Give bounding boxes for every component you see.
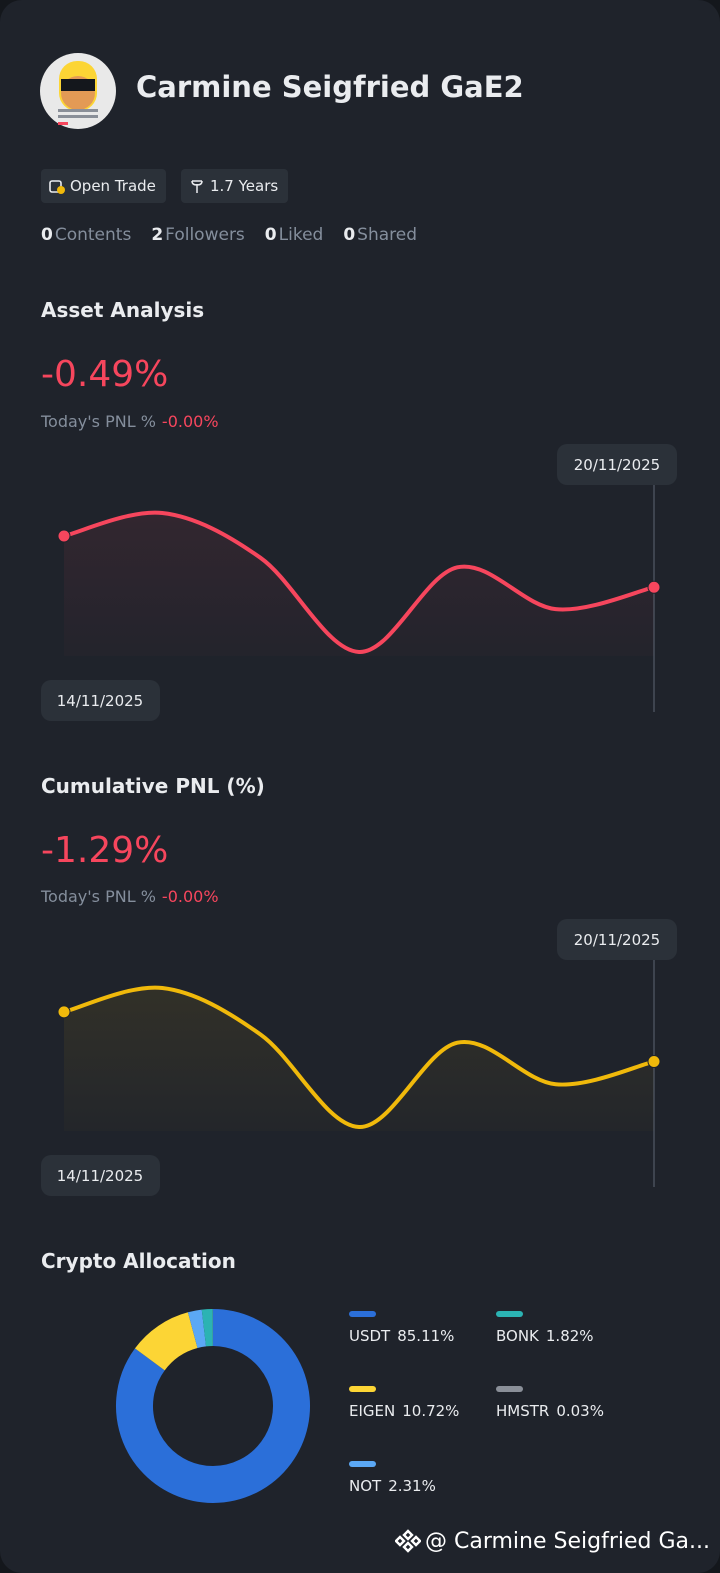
tag[interactable]: Open Trade — [41, 169, 166, 203]
date-pill — [41, 1155, 160, 1196]
donut-segment — [134, 1312, 199, 1371]
legend-label: EIGEN — [349, 1402, 395, 1420]
tag-text: Open Trade — [70, 177, 156, 195]
date-label: 14/11/2025 — [57, 692, 143, 710]
date-pill — [557, 444, 677, 485]
donut-segment — [187, 1309, 207, 1349]
line-chart: 20/11/2025 14/11/2025 — [41, 919, 677, 1196]
stat-count: 2 — [151, 225, 164, 245]
line-area — [64, 987, 654, 1131]
section-title: Asset Analysis — [41, 298, 205, 322]
date-pill — [557, 919, 677, 960]
legend-label: HMSTR — [496, 1402, 549, 1420]
date-label: 14/11/2025 — [57, 1167, 143, 1185]
donut-chart: USDT 85.11% EIGEN 10.72% NOT 2.31% BONK 1.82% HM… — [116, 1308, 604, 1503]
legend-value: 85.11% — [397, 1327, 454, 1345]
legend-label: USDT — [349, 1327, 391, 1345]
logo — [395, 1529, 421, 1553]
watermark: @ Carmine Seigfried Ga... — [395, 1528, 710, 1554]
line-chart: 20/11/2025 14/11/2025 — [41, 444, 677, 721]
legend-swatch — [349, 1386, 376, 1392]
user-name: Carmine Seigfried GaE2 — [136, 70, 524, 104]
donut-segment — [201, 1309, 214, 1347]
today-value: -0.00% — [161, 412, 219, 431]
donut-segment — [116, 1309, 310, 1503]
stat-label: Followers — [165, 225, 245, 245]
legend-swatch — [349, 1311, 376, 1317]
stat-label: Shared — [357, 225, 418, 245]
point — [647, 580, 661, 594]
legend-value: 0.03% — [556, 1402, 604, 1420]
today-pnl: Today's PNL % -0.00% — [41, 887, 219, 906]
legend-swatch — [349, 1461, 376, 1467]
stat-count: 0 — [343, 225, 356, 245]
legend-value: 1.82% — [546, 1327, 594, 1345]
stat-count: 0 — [41, 225, 53, 245]
today-label: Today's PNL % — [41, 887, 156, 906]
stats: 0 Contents 2 Followers 0 Liked 0 Shared — [41, 225, 437, 245]
point — [57, 529, 71, 543]
watermark-text: @ Carmine Seigfried Ga... — [425, 1528, 710, 1554]
line-area — [64, 512, 654, 656]
stat[interactable]: 0 Liked — [265, 225, 324, 245]
date-pill — [41, 680, 160, 721]
tag-icon — [49, 180, 65, 194]
date-label: 20/11/2025 — [574, 931, 660, 949]
line — [62, 985, 656, 1130]
legend-swatch — [496, 1311, 523, 1317]
tag[interactable]: 1.7 Years — [181, 169, 289, 203]
today-pnl: Today's PNL % -0.00% — [41, 412, 219, 431]
legend-value: 10.72% — [402, 1402, 459, 1420]
stat[interactable]: 0 Shared — [343, 225, 417, 245]
section-title: Cumulative PNL (%) — [41, 774, 265, 798]
stat-label: Liked — [278, 225, 324, 245]
point — [647, 1055, 661, 1069]
line — [62, 510, 656, 655]
avatar[interactable] — [40, 53, 116, 129]
stat-count: 0 — [264, 225, 277, 245]
stat-label: Contents — [54, 225, 132, 245]
tag-icon — [191, 180, 203, 193]
headline-value: -0.49% — [41, 354, 169, 395]
date-label: 20/11/2025 — [574, 456, 660, 474]
today-value: -0.00% — [161, 887, 219, 906]
today-label: Today's PNL % — [41, 412, 156, 431]
headline-value: -1.29% — [41, 830, 169, 871]
legend-label: BONK — [496, 1327, 540, 1345]
stat[interactable]: 0 Contents — [41, 225, 131, 245]
tag-text: 1.7 Years — [210, 177, 279, 195]
point — [57, 1005, 71, 1019]
legend-label: NOT — [349, 1477, 382, 1495]
stat[interactable]: 2 Followers — [151, 225, 244, 245]
section-title: Crypto Allocation — [41, 1249, 236, 1273]
legend-swatch — [496, 1386, 523, 1392]
legend-value: 2.31% — [388, 1477, 436, 1495]
